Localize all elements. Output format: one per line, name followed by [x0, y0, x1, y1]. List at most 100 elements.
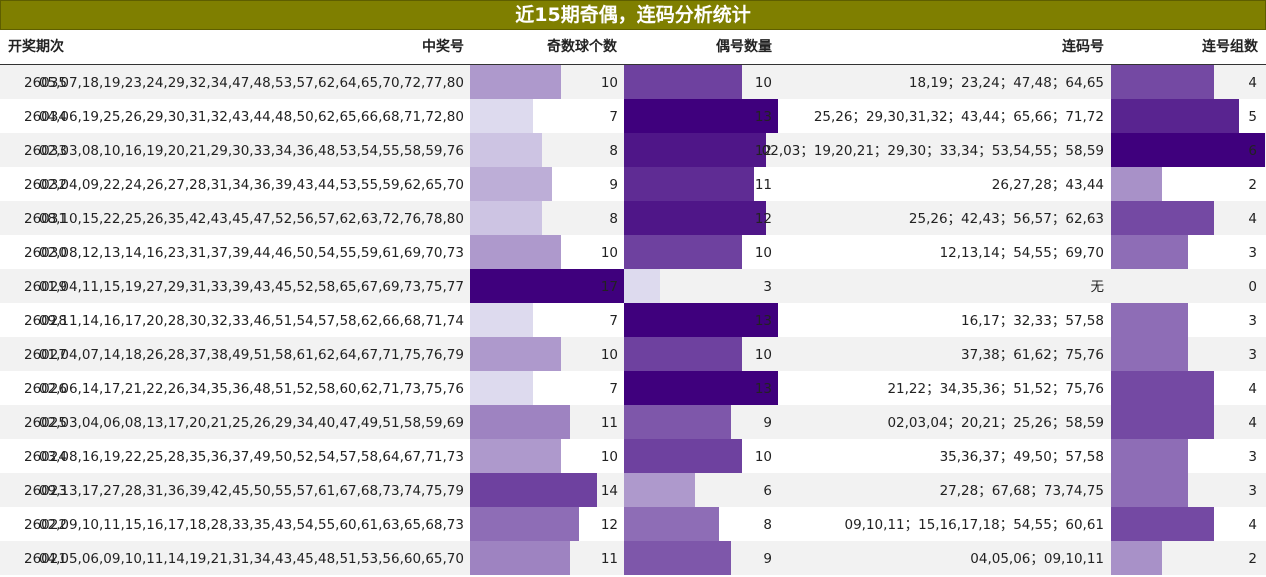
- odd-value: 11: [600, 415, 618, 431]
- odd-cell: 17: [470, 269, 624, 303]
- even-cell: 9: [624, 541, 778, 575]
- numbers-cell: 04,05,06,09,10,11,14,19,21,31,34,43,45,4…: [38, 551, 464, 567]
- groups-value: 4: [1248, 75, 1257, 91]
- odd-cell: 8: [470, 201, 624, 235]
- odd-cell: 12: [470, 507, 624, 541]
- odd-bar: [470, 133, 542, 167]
- groups-bar: [1111, 405, 1214, 439]
- even-value: 13: [754, 313, 772, 329]
- even-bar: [624, 269, 660, 303]
- odd-value: 11: [600, 551, 618, 567]
- groups-cell: 4: [1111, 405, 1265, 439]
- table-row: 26026 02,06,14,17,21,22,26,34,35,36,48,51…: [0, 371, 1266, 405]
- header-consec: 连码号: [1062, 39, 1104, 55]
- even-bar: [624, 303, 778, 337]
- even-bar: [624, 439, 742, 473]
- table-row: 26023 09,13,17,27,28,31,36,39,42,45,50,55…: [0, 473, 1266, 507]
- groups-value: 4: [1248, 211, 1257, 227]
- odd-bar: [470, 507, 579, 541]
- even-cell: 10: [624, 235, 778, 269]
- even-bar: [624, 201, 766, 235]
- odd-value: 7: [609, 381, 618, 397]
- odd-cell: 10: [470, 65, 624, 99]
- odd-value: 12: [600, 517, 618, 533]
- period-cell: 26028: [24, 313, 67, 329]
- groups-cell: 4: [1111, 507, 1265, 541]
- numbers-cell: 08,10,15,22,25,26,35,42,43,45,47,52,56,5…: [38, 211, 464, 227]
- table-row: 26029 01,04,11,15,19,27,29,31,33,39,43,45…: [0, 269, 1266, 303]
- odd-bar: [470, 541, 570, 575]
- numbers-cell: 02,09,10,11,15,16,17,18,28,33,35,43,54,5…: [38, 517, 464, 533]
- groups-cell: 6: [1111, 133, 1265, 167]
- even-value: 11: [754, 177, 772, 193]
- groups-bar: [1111, 541, 1162, 575]
- consec-cell: 37,38；61,62；75,76: [961, 347, 1104, 363]
- odd-value: 10: [600, 245, 618, 261]
- numbers-cell: 09,13,17,27,28,31,36,39,42,45,50,55,57,6…: [38, 483, 464, 499]
- odd-bar: [470, 167, 552, 201]
- odd-value: 8: [609, 143, 618, 159]
- odd-value: 10: [600, 347, 618, 363]
- groups-value: 3: [1248, 245, 1257, 261]
- groups-cell: 2: [1111, 167, 1265, 201]
- groups-cell: 3: [1111, 303, 1265, 337]
- even-bar: [624, 541, 731, 575]
- even-cell: 13: [624, 303, 778, 337]
- even-value: 9: [763, 551, 772, 567]
- consec-cell: 26,27,28；43,44: [991, 177, 1104, 193]
- even-bar: [624, 235, 742, 269]
- even-value: 13: [754, 381, 772, 397]
- odd-bar: [470, 439, 561, 473]
- groups-value: 6: [1248, 143, 1257, 159]
- table-row: 26022 02,09,10,11,15,16,17,18,28,33,35,43…: [0, 507, 1266, 541]
- table-row: 26025 02,03,04,06,08,13,17,20,21,25,26,29…: [0, 405, 1266, 439]
- groups-bar: [1111, 337, 1188, 371]
- odd-value: 10: [600, 75, 618, 91]
- consec-cell: 04,05,06；09,10,11: [970, 551, 1104, 567]
- table-header: 开奖期次 中奖号 奇数球个数 偶号数量 连码号 连号组数: [0, 30, 1266, 65]
- odd-bar: [470, 337, 561, 371]
- consec-cell: 18,19；23,24；47,48；64,65: [908, 75, 1104, 91]
- numbers-cell: 02,06,14,17,21,22,26,34,35,36,48,51,52,5…: [38, 381, 464, 397]
- odd-bar: [470, 371, 533, 405]
- odd-cell: 11: [470, 405, 624, 439]
- even-bar: [624, 507, 719, 541]
- odd-bar: [470, 235, 561, 269]
- table-row: 26034 04,06,19,25,26,29,30,31,32,43,44,48…: [0, 99, 1266, 133]
- period-cell: 26035: [24, 75, 67, 91]
- groups-bar: [1111, 439, 1188, 473]
- table-row: 26024 03,08,16,19,22,25,28,35,36,37,49,50…: [0, 439, 1266, 473]
- groups-cell: 3: [1111, 235, 1265, 269]
- odd-bar: [470, 201, 542, 235]
- groups-bar: [1111, 371, 1214, 405]
- groups-bar: [1111, 201, 1214, 235]
- even-bar: [624, 65, 742, 99]
- period-cell: 26033: [24, 143, 67, 159]
- table-row: 26030 02,08,12,13,14,16,23,31,37,39,44,46…: [0, 235, 1266, 269]
- header-odd: 奇数球个数: [547, 39, 617, 55]
- table-title: 近15期奇偶，连码分析统计: [0, 0, 1266, 30]
- groups-value: 0: [1248, 279, 1257, 295]
- groups-value: 2: [1248, 551, 1257, 567]
- consec-cell: 02,03；19,20,21；29,30；33,34；53,54,55；58,5…: [761, 143, 1104, 159]
- consec-cell: 12,13,14；54,55；69,70: [939, 245, 1104, 261]
- groups-cell: 3: [1111, 439, 1265, 473]
- groups-value: 4: [1248, 415, 1257, 431]
- odd-value: 7: [609, 313, 618, 329]
- odd-cell: 10: [470, 337, 624, 371]
- even-cell: 13: [624, 99, 778, 133]
- groups-bar: [1111, 167, 1162, 201]
- even-cell: 12: [624, 133, 778, 167]
- period-cell: 26029: [24, 279, 67, 295]
- numbers-cell: 09,11,14,16,17,20,28,30,32,33,46,51,54,5…: [38, 313, 464, 329]
- groups-value: 3: [1248, 483, 1257, 499]
- odd-bar: [470, 473, 597, 507]
- even-bar: [624, 405, 731, 439]
- period-cell: 26034: [24, 109, 67, 125]
- groups-value: 5: [1248, 109, 1257, 125]
- even-value: 8: [763, 517, 772, 533]
- table-row: 26021 04,05,06,09,10,11,14,19,21,31,34,43…: [0, 541, 1266, 575]
- odd-bar: [470, 303, 533, 337]
- groups-bar: [1111, 65, 1214, 99]
- groups-value: 4: [1248, 381, 1257, 397]
